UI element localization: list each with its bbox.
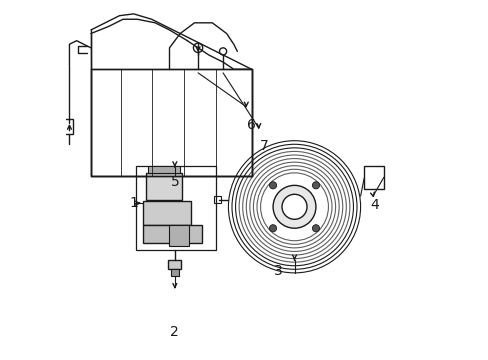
- Text: 1: 1: [129, 196, 138, 210]
- Text: 6: 6: [247, 118, 256, 132]
- Circle shape: [269, 182, 276, 189]
- Text: 4: 4: [370, 198, 379, 212]
- Bar: [91, 69, 251, 176]
- Bar: [64, 119, 73, 134]
- Bar: [168, 260, 181, 269]
- Bar: [148, 166, 180, 173]
- Bar: [146, 173, 182, 200]
- Text: 3: 3: [273, 264, 282, 278]
- Text: 2: 2: [170, 325, 179, 339]
- Bar: [169, 225, 189, 246]
- Bar: [171, 269, 179, 276]
- Circle shape: [269, 225, 276, 232]
- Text: 7: 7: [259, 139, 268, 153]
- Bar: [364, 166, 383, 189]
- Circle shape: [312, 182, 319, 189]
- Circle shape: [282, 194, 306, 219]
- Bar: [91, 69, 251, 176]
- Bar: [214, 196, 220, 203]
- Bar: [142, 225, 201, 243]
- Circle shape: [312, 225, 319, 232]
- Text: 5: 5: [170, 175, 179, 189]
- Circle shape: [272, 185, 315, 228]
- Bar: [142, 202, 190, 225]
- Bar: [135, 166, 216, 249]
